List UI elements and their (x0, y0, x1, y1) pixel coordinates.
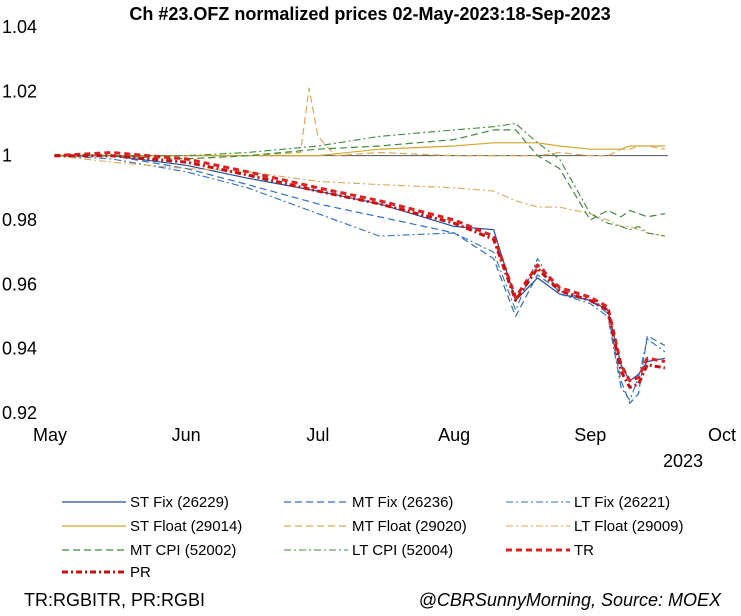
legend-label-9: TR (574, 542, 594, 559)
footer-source: @CBRSunnyMorning, Source: MOEX (418, 590, 721, 610)
series-line-4 (54, 142, 665, 157)
legend: ST Fix (26229) MT Fix (26236) LT Fix (2622… (62, 494, 684, 581)
x-tick-label: Oct (708, 425, 736, 445)
legend-label-3: LT Fix (26221) (574, 494, 670, 511)
y-tick-label: 1.02 (2, 81, 37, 101)
x-tick-label: May (33, 425, 67, 445)
series-line-8 (54, 122, 665, 237)
series-line-6 (54, 155, 665, 237)
series-line-1 (54, 155, 666, 382)
series-line-9 (54, 151, 666, 383)
x-tick-label: Jul (306, 425, 329, 445)
series-line-2 (54, 155, 666, 404)
legend-label-7: MT CPI (52002) (130, 542, 236, 559)
legend-label-2: MT Fix (26236) (352, 494, 453, 511)
x-tick-label: Sep (574, 425, 606, 445)
footer-index-note: TR:RGBITR, PR:RGBI (24, 590, 206, 610)
y-tick-label: 0.96 (2, 274, 37, 294)
series-line-10 (54, 154, 666, 389)
legend-label-6: LT Float (29009) (574, 518, 684, 535)
legend-label-8: LT CPI (52004) (352, 542, 453, 559)
series-line-5 (54, 87, 666, 160)
series-layer (54, 87, 666, 404)
legend-label-10: PR (130, 564, 151, 581)
legend-label-4: ST Float (29014) (130, 518, 242, 535)
chart-title: Ch #23.OFZ normalized prices 02-May-2023… (129, 4, 610, 24)
legend-label-5: MT Float (29020) (352, 518, 467, 535)
x-tick-label: Aug (438, 425, 470, 445)
x-axis-year-label: 2023 (663, 451, 703, 471)
y-tick-label: 1 (2, 146, 12, 166)
x-axis: May Jun Jul Aug Sep Oct (33, 425, 736, 445)
legend-label-1: ST Fix (26229) (130, 494, 229, 511)
y-tick-label: 0.98 (2, 210, 37, 230)
y-tick-label: 0.92 (2, 403, 37, 423)
y-tick-label: 1.04 (2, 17, 37, 37)
y-tick-label: 0.94 (2, 339, 37, 359)
y-axis: 1.04 1.02 1 0.98 0.96 0.94 0.92 (2, 17, 37, 423)
series-line-7 (54, 129, 666, 221)
x-tick-label: Jun (172, 425, 201, 445)
